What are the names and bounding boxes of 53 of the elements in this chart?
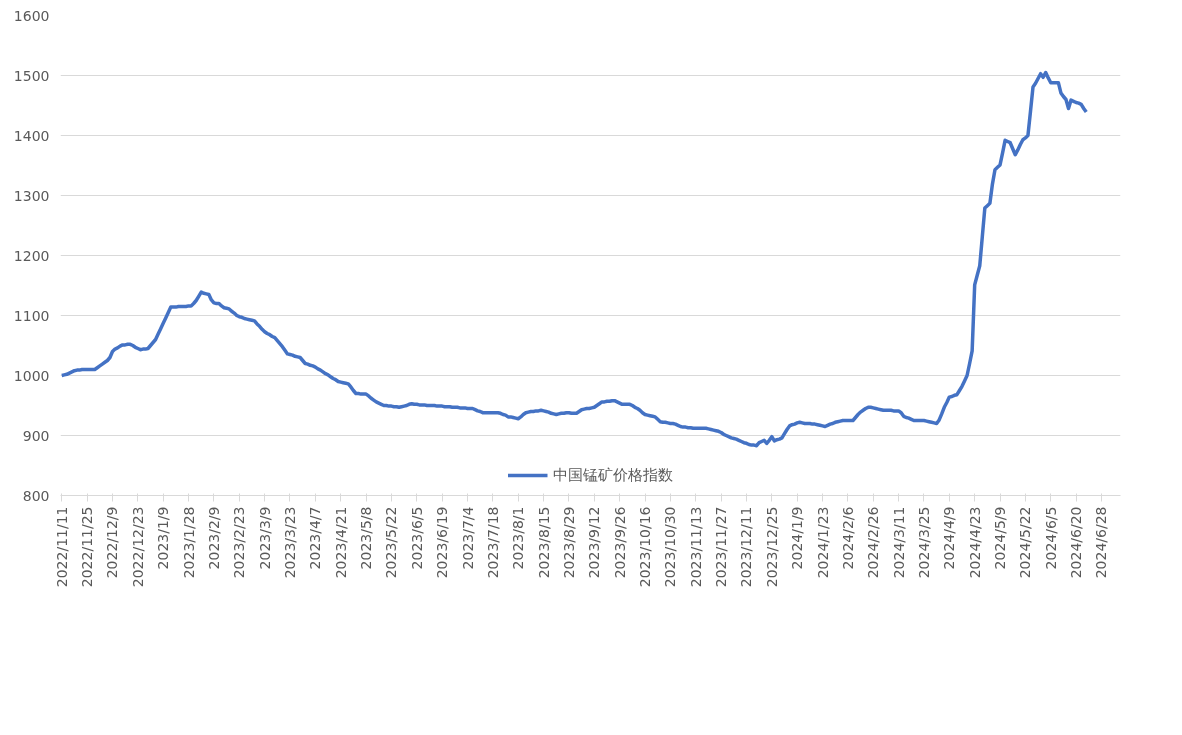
- x-tick-label: 2024/2/26: [865, 506, 882, 579]
- x-tick-label: 2024/4/9: [941, 506, 958, 570]
- x-tick-label: 2023/4/21: [332, 506, 349, 579]
- y-tick-label: 900: [22, 427, 50, 444]
- x-tick-label: 2023/12/11: [738, 506, 755, 588]
- x-tick-label: 2023/11/13: [687, 506, 704, 588]
- y-tick-label: 1500: [13, 67, 50, 84]
- y-tick-label: 1000: [13, 367, 50, 384]
- x-tick-label: 2023/10/16: [637, 506, 654, 588]
- x-tick-label: 2023/5/22: [383, 506, 400, 579]
- x-tick-label: 2023/4/7: [307, 506, 324, 570]
- x-tick-label: 2023/3/23: [282, 506, 298, 579]
- x-tick-label: 2024/6/5: [1042, 506, 1059, 570]
- x-tick-label: 2023/10/30: [662, 506, 679, 588]
- x-tick-label: 2023/8/29: [560, 506, 577, 579]
- legend-label: 中国锰矿价格指数: [552, 465, 673, 485]
- y-tick-label: 1600: [13, 7, 50, 24]
- y-tick-label: 800: [22, 487, 50, 504]
- x-tick-label: 2022/11/25: [79, 506, 96, 588]
- x-tick-label: 2024/2/6: [839, 506, 856, 570]
- x-tick-label: 2023/9/26: [611, 506, 628, 579]
- x-tick-label: 2023/2/9: [205, 506, 222, 570]
- x-tick-label: 2024/4/23: [966, 506, 983, 579]
- x-tick-label: 2024/6/20: [1068, 506, 1085, 579]
- x-tick-label: 2023/1/28: [180, 506, 197, 579]
- x-tick-label: 2023/3/9: [256, 506, 273, 570]
- x-tick-label: 2023/6/5: [408, 506, 425, 570]
- x-tick-label: 2024/1/9: [789, 506, 806, 570]
- y-tick-label: 1100: [13, 307, 50, 324]
- x-tick-label: 2023/8/15: [535, 506, 552, 579]
- x-tick-label: 2023/7/4: [459, 506, 476, 570]
- x-tick-label: 2023/1/9: [155, 506, 172, 570]
- x-tick-label: 2023/9/12: [586, 506, 603, 579]
- x-tick-label: 2024/3/11: [890, 506, 907, 579]
- x-tick-label: 2024/5/9: [992, 506, 1009, 570]
- x-tick-label: 2023/7/18: [484, 506, 501, 579]
- y-tick-label: 1300: [13, 187, 50, 204]
- x-tick-label: 2023/2/23: [231, 506, 248, 579]
- x-tick-label: 2023/6/19: [434, 506, 451, 579]
- y-tick-label: 1400: [13, 127, 50, 144]
- x-tick-label: 2024/1/23: [814, 506, 831, 579]
- line-series: [60, 70, 1089, 448]
- x-tick-label: 2023/5/8: [358, 506, 375, 570]
- x-tick-label: 2024/3/25: [915, 506, 932, 579]
- x-tick-label: 2023/12/25: [763, 506, 780, 588]
- x-tick-label: 2024/6/28: [1093, 506, 1110, 579]
- y-tick-label: 1200: [13, 247, 50, 264]
- x-tick-label: 2022/12/23: [129, 506, 146, 588]
- x-tick-label: 2022/12/9: [104, 506, 121, 579]
- x-tick-label: 2022/11/11: [53, 506, 70, 588]
- x-tick-label: 2023/11/27: [713, 506, 730, 588]
- x-tick-label: 2023/8/1: [510, 506, 527, 570]
- x-tick-label: 2024/5/22: [1017, 506, 1034, 579]
